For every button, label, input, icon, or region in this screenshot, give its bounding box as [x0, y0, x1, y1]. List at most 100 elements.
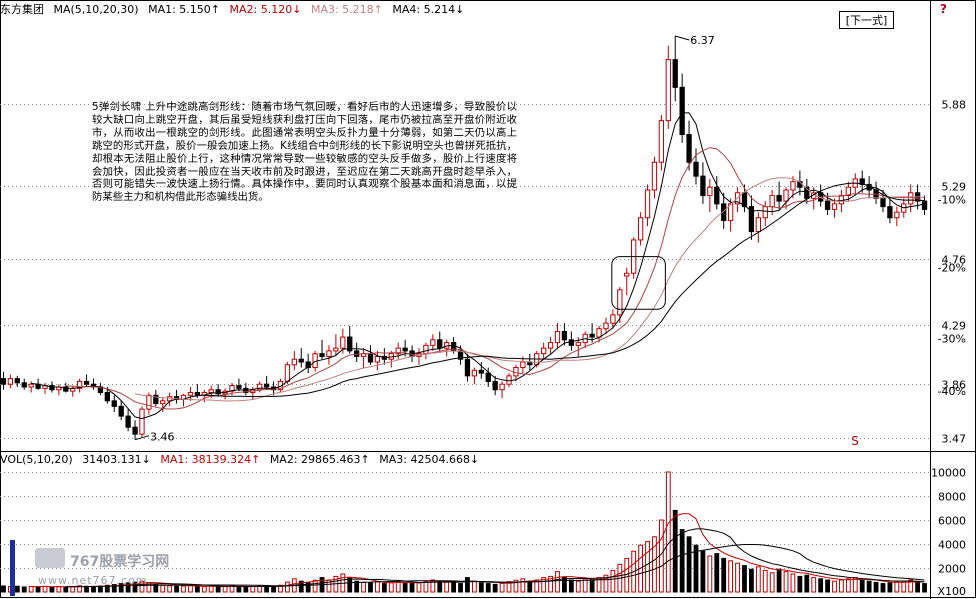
candle [388, 350, 394, 368]
volume-bar [742, 565, 747, 593]
ma4-value: MA4: 5.214↓ [392, 3, 465, 16]
volume-bar [236, 586, 242, 593]
candle [21, 378, 27, 390]
candle-body [637, 217, 644, 241]
candle [291, 350, 297, 371]
volume-bar [471, 580, 477, 593]
price-header: 东方集团 MA(5,10,20,30) MA1: 5.150↑ MA2: 5.1… [0, 3, 464, 17]
volume-bar [499, 582, 505, 593]
candle [263, 375, 270, 390]
volume-bar [458, 583, 463, 593]
volume-bar [271, 586, 276, 593]
candle-body [14, 378, 20, 384]
volume-bar [624, 557, 630, 593]
candle [624, 267, 630, 296]
ma30-line [204, 182, 925, 398]
vol-ma1-value: MA1: 38139.324↑ [160, 453, 261, 466]
candle-body [257, 383, 263, 391]
candle [236, 378, 242, 392]
candle-body [520, 361, 526, 369]
help-icon[interactable]: ? [940, 2, 947, 16]
candle [444, 339, 450, 357]
candle-body [707, 186, 713, 197]
candle [672, 36, 678, 102]
volume-bar [430, 579, 436, 593]
low-pointer [134, 435, 150, 441]
volume-bar [14, 585, 20, 593]
candle [908, 184, 914, 213]
price-axis: 3.47 3.86 4.29 4.76 5.29 5.88 -40% -30% -20% -10% [938, 99, 966, 446]
volume-bar [444, 581, 450, 593]
candle [381, 348, 388, 365]
candle [354, 342, 360, 362]
candle [187, 386, 194, 401]
candle [7, 374, 14, 389]
candle [76, 378, 83, 393]
candle-body [755, 217, 761, 233]
candle [603, 317, 609, 335]
vol-params: VOL(5,10,20) [0, 453, 73, 466]
candle [437, 331, 443, 351]
candle-body [187, 392, 194, 396]
pct-tick-label: -10% [938, 194, 966, 207]
candle [637, 212, 644, 246]
candle [125, 409, 131, 432]
candle-body [741, 192, 748, 208]
highlight-box [611, 256, 666, 310]
volume-bar [887, 582, 893, 593]
candle-body [540, 347, 547, 355]
volume-bar [402, 581, 408, 593]
ma-params: MA(5,10,20,30) [53, 3, 139, 16]
candle-body [547, 342, 554, 349]
volume-bar [451, 582, 457, 593]
volume-bar [21, 586, 27, 593]
volume-bar [859, 579, 865, 593]
candle [707, 178, 713, 213]
candle-body [229, 385, 235, 392]
candle [617, 287, 623, 324]
candle-body [139, 408, 145, 435]
pattern-description: 5弹剑长啸 上升中途跳高剑形线：随着市场气氛回暖，看好后市的人迅速增多，导致股价… [92, 101, 517, 204]
volume-bar [347, 577, 353, 593]
candle [347, 325, 353, 354]
candle-body [679, 86, 685, 136]
price-tick-label: 5.88 [942, 99, 967, 112]
ma10-line [65, 147, 925, 410]
volume-bar [388, 582, 394, 593]
candle [430, 334, 436, 351]
candle-body [721, 203, 727, 222]
volume-bar [125, 582, 131, 593]
candle [499, 381, 505, 399]
volume-bar [111, 584, 117, 593]
candle-body [132, 426, 138, 435]
volume-tick-label: 8000 [938, 491, 966, 504]
volume-bar [354, 580, 360, 593]
candle [873, 181, 879, 204]
candle-body [333, 347, 339, 352]
candle [326, 345, 332, 365]
candle [506, 373, 512, 387]
candle-body [651, 161, 658, 191]
candle [319, 339, 325, 360]
volume-bar [541, 577, 547, 593]
volume-bar [118, 583, 124, 593]
sell-marker: S [851, 434, 859, 448]
candle-body [831, 203, 838, 210]
moving-average-lines [31, 112, 925, 420]
volume-bar [658, 519, 664, 593]
volume-bar [437, 580, 443, 593]
volume-tick-label: 2000 [938, 563, 966, 576]
volume-bar [506, 581, 512, 593]
volume-bar [665, 471, 671, 593]
candle-body [596, 328, 602, 338]
candle [471, 367, 478, 385]
volume-bar [139, 580, 145, 593]
volume-bar [222, 585, 228, 593]
next-pattern-button[interactable]: [下一式] [839, 11, 894, 29]
volume-bar [104, 584, 110, 593]
volume-bar [915, 581, 921, 593]
candle [776, 181, 782, 210]
volume-bar [513, 579, 519, 593]
